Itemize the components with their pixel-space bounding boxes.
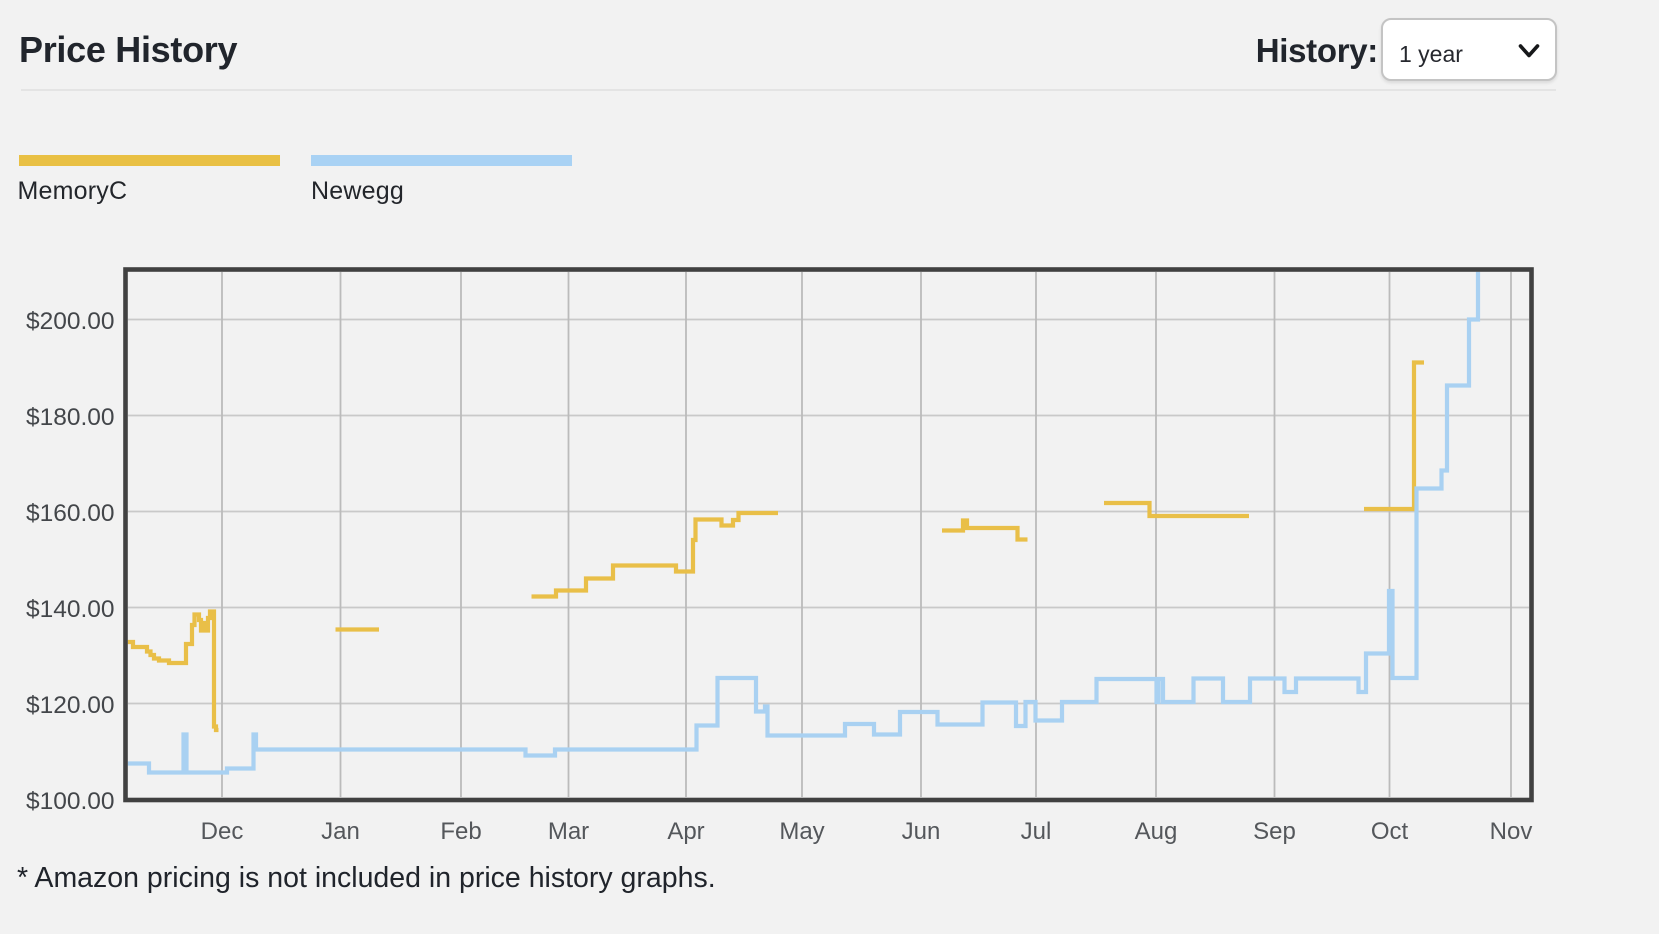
svg-text:Oct: Oct — [1371, 818, 1409, 845]
svg-text:$180.00: $180.00 — [26, 404, 115, 431]
svg-text:Apr: Apr — [667, 818, 704, 845]
svg-text:Aug: Aug — [1135, 818, 1178, 845]
svg-text:Jul: Jul — [1021, 818, 1052, 845]
svg-text:Nov: Nov — [1490, 818, 1533, 845]
svg-text:$100.00: $100.00 — [26, 788, 115, 815]
svg-text:Jan: Jan — [321, 818, 360, 845]
svg-text:$120.00: $120.00 — [26, 692, 115, 719]
svg-text:Dec: Dec — [201, 818, 244, 845]
svg-text:May: May — [779, 818, 824, 845]
svg-text:$200.00: $200.00 — [26, 308, 115, 335]
svg-text:Sep: Sep — [1253, 818, 1296, 845]
svg-text:$160.00: $160.00 — [26, 500, 115, 527]
svg-text:$140.00: $140.00 — [26, 596, 115, 623]
svg-text:Mar: Mar — [548, 818, 589, 845]
svg-text:Jun: Jun — [902, 818, 941, 845]
svg-text:Feb: Feb — [440, 818, 481, 845]
